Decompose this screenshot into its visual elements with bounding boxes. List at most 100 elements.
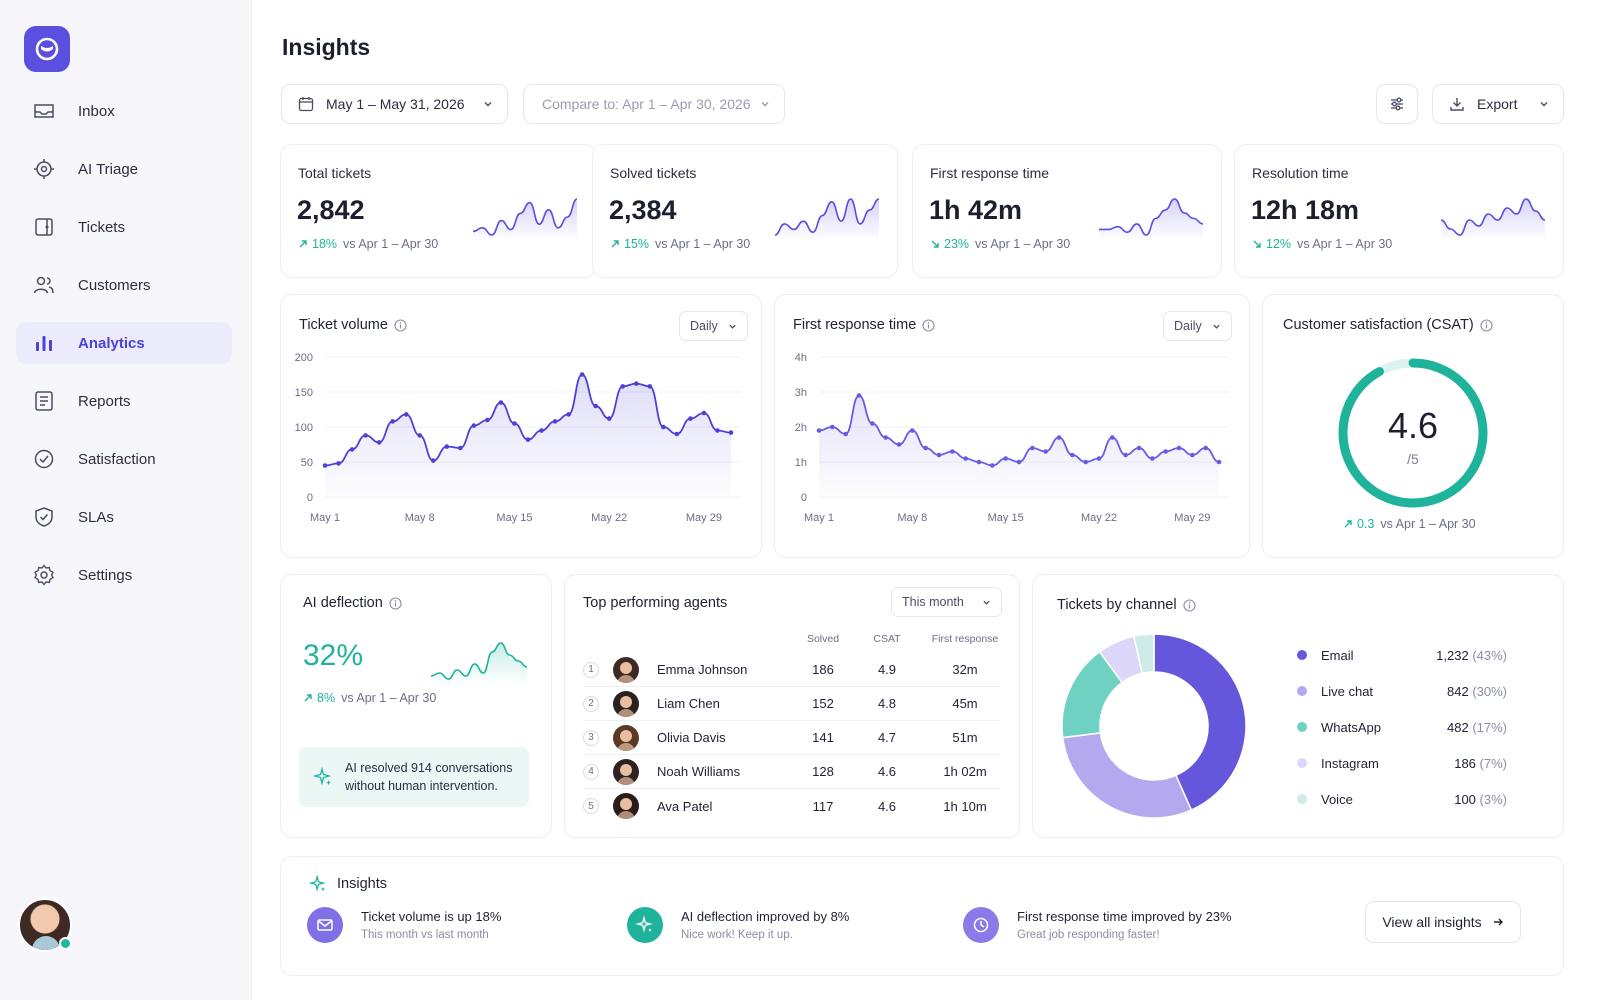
x-tick-label: May 1 bbox=[804, 512, 834, 524]
data-point bbox=[870, 421, 875, 426]
agent-rank: 2 bbox=[583, 695, 599, 712]
ai-deflection-compare: vs Apr 1 – Apr 30 bbox=[341, 691, 437, 705]
sidebar-item-label: Reports bbox=[78, 392, 131, 410]
channels-title: Tickets by channel bbox=[1057, 597, 1196, 613]
kpi-label: Resolution time bbox=[1252, 165, 1349, 181]
sidebar-item-inbox[interactable]: Inbox bbox=[16, 90, 232, 132]
kpi-trend-value: 23% bbox=[944, 237, 970, 251]
csat-title-text: Customer satisfaction (CSAT) bbox=[1283, 317, 1474, 333]
date-range-label: May 1 – May 31, 2026 bbox=[326, 96, 465, 112]
kpi-label: Total tickets bbox=[298, 165, 372, 181]
table-row[interactable]: 4 Noah Williams 128 4.6 1h 02m bbox=[583, 755, 1001, 789]
sidebar-item-tickets[interactable]: Tickets bbox=[16, 206, 232, 248]
data-point bbox=[336, 461, 341, 466]
first-response-card: First response time Daily 0 1h 2h 3h 4h May 1… bbox=[774, 294, 1250, 558]
ai-deflection-card: AI deflection 32% 8% vs Apr 1 – Apr 30 A… bbox=[280, 574, 552, 838]
agent-csat: 4.9 bbox=[877, 662, 897, 677]
y-tick-label: 200 bbox=[295, 352, 313, 364]
sidebar-item-ai-triage[interactable]: AI Triage bbox=[16, 148, 232, 190]
data-point bbox=[883, 435, 888, 440]
legend-dot bbox=[1297, 794, 1307, 804]
kpi-trend-compare: vs Apr 1 – Apr 30 bbox=[343, 237, 439, 251]
data-point bbox=[976, 459, 982, 465]
legend-item-live-chat[interactable]: Live chat 842 (30%) bbox=[1297, 681, 1507, 701]
view-all-insights-button[interactable]: View all insights bbox=[1365, 901, 1521, 943]
data-point bbox=[688, 416, 693, 421]
legend-label: WhatsApp bbox=[1321, 719, 1381, 735]
column-solved: Solved bbox=[806, 633, 840, 645]
data-point bbox=[1163, 449, 1168, 454]
table-row[interactable]: 2 Liam Chen 152 4.8 45m bbox=[583, 687, 1001, 721]
tickets-by-channel-card: Tickets by channel Email 1,232 (43%) Live … bbox=[1032, 574, 1564, 838]
sidebar-item-reports[interactable]: Reports bbox=[16, 380, 232, 422]
x-tick-label: May 22 bbox=[591, 512, 627, 524]
inbox-icon bbox=[32, 99, 56, 123]
table-row[interactable]: 3 Olivia Davis 141 4.7 51m bbox=[583, 721, 1001, 755]
sidebar-item-label: Tickets bbox=[78, 218, 125, 236]
sidebar-item-slas[interactable]: SLAs bbox=[16, 496, 232, 538]
data-point bbox=[816, 428, 822, 433]
table-row[interactable]: 5 Ava Patel 117 4.6 1h 10m bbox=[583, 789, 1001, 823]
agent-avatar bbox=[613, 656, 639, 683]
sparkle-icon bbox=[309, 875, 326, 892]
agents-period-select[interactable]: This month bbox=[891, 587, 1002, 617]
data-point bbox=[990, 463, 995, 468]
calendar-icon bbox=[298, 97, 314, 112]
insight-item[interactable]: Ticket volume is up 18% This month vs las… bbox=[307, 907, 501, 943]
data-point bbox=[633, 381, 639, 386]
user-avatar[interactable] bbox=[18, 898, 72, 952]
x-tick-label: May 15 bbox=[988, 512, 1024, 524]
sidebar-item-label: AI Triage bbox=[78, 160, 139, 178]
info-icon[interactable] bbox=[389, 596, 402, 610]
data-point bbox=[1203, 445, 1208, 451]
insight-text: Ticket volume is up 18% This month vs las… bbox=[361, 909, 501, 941]
legend-item-email[interactable]: Email 1,232 (43%) bbox=[1297, 645, 1507, 665]
ticket-volume-period-select[interactable]: Daily bbox=[679, 311, 748, 341]
filter-settings-button[interactable] bbox=[1376, 84, 1418, 124]
compare-range-picker[interactable]: Compare to: Apr 1 – Apr 30, 2026 bbox=[523, 84, 785, 124]
y-tick-label: 0 bbox=[801, 492, 807, 504]
ai-triage-icon bbox=[32, 157, 56, 181]
insight-item[interactable]: First response time improved by 23% Great… bbox=[963, 907, 1232, 943]
donut-slice-voice[interactable] bbox=[1132, 633, 1155, 675]
app-logo[interactable] bbox=[24, 26, 70, 72]
donut-slice-email[interactable] bbox=[1153, 633, 1247, 812]
legend-item-whatsapp[interactable]: WhatsApp 482 (17%) bbox=[1297, 717, 1507, 737]
kpi-value: 2,384 bbox=[609, 195, 677, 225]
ai-deflection-trend-value: 8% bbox=[317, 691, 336, 705]
insight-item[interactable]: AI deflection improved by 8% Nice work! K… bbox=[627, 907, 849, 943]
donut-slice-live-chat[interactable] bbox=[1061, 732, 1193, 819]
export-button[interactable]: Export bbox=[1432, 84, 1564, 124]
table-row[interactable]: 1 Emma Johnson 186 4.9 32m bbox=[583, 653, 1001, 687]
date-range-picker[interactable]: May 1 – May 31, 2026 bbox=[281, 84, 508, 124]
sidebar-item-label: Settings bbox=[78, 566, 133, 584]
agent-avatar bbox=[613, 793, 639, 819]
info-icon[interactable] bbox=[922, 318, 935, 332]
legend-item-voice[interactable]: Voice 100 (3%) bbox=[1297, 789, 1507, 809]
info-icon[interactable] bbox=[394, 318, 407, 332]
ai-deflection-title-text: AI deflection bbox=[303, 595, 383, 611]
sidebar-item-satisfaction[interactable]: Satisfaction bbox=[16, 438, 232, 480]
info-icon[interactable] bbox=[1480, 318, 1493, 332]
legend-count: 100 bbox=[1454, 791, 1476, 807]
data-point bbox=[512, 421, 517, 426]
data-point bbox=[376, 440, 382, 445]
csat-trend-value: 0.3 bbox=[1357, 517, 1375, 531]
sidebar-item-customers[interactable]: Customers bbox=[16, 264, 232, 306]
legend-item-instagram[interactable]: Instagram 186 (7%) bbox=[1297, 753, 1507, 773]
kpi-trend-value: 12% bbox=[1266, 237, 1292, 251]
csat-trend: 0.3 vs Apr 1 – Apr 30 bbox=[1343, 517, 1476, 531]
info-icon[interactable] bbox=[1183, 598, 1196, 612]
sidebar-item-settings[interactable]: Settings bbox=[16, 554, 232, 596]
data-point bbox=[322, 463, 328, 468]
data-point bbox=[430, 458, 436, 463]
agent-first-response: 32m bbox=[952, 662, 978, 677]
data-point bbox=[498, 400, 504, 405]
data-point bbox=[1136, 445, 1142, 451]
sidebar-item-analytics[interactable]: Analytics bbox=[16, 322, 232, 364]
agent-name: Olivia Davis bbox=[657, 730, 726, 745]
insight-headline: First response time improved by 23% bbox=[1017, 909, 1232, 924]
top-agents-title: Top performing agents bbox=[583, 595, 728, 611]
frt-period-select[interactable]: Daily bbox=[1163, 311, 1232, 341]
data-point bbox=[674, 431, 680, 437]
